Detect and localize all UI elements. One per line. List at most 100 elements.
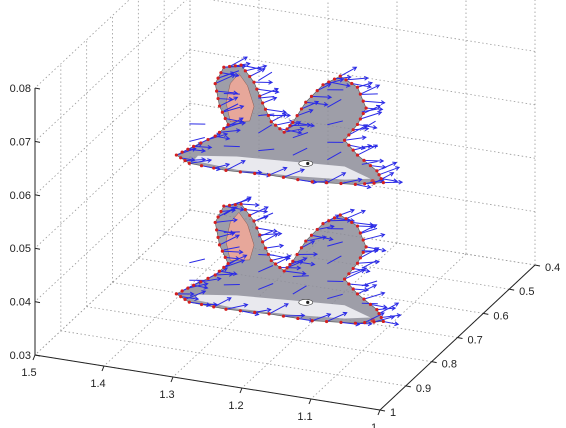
flow-vector bbox=[216, 90, 238, 94]
flow-vector bbox=[361, 250, 378, 252]
flow-vector-head bbox=[367, 321, 373, 327]
contour-point bbox=[372, 320, 376, 324]
flow-vector bbox=[216, 229, 234, 234]
flow-vector bbox=[345, 77, 368, 81]
x-tick-mark bbox=[170, 376, 174, 383]
contour-point bbox=[248, 74, 252, 79]
contour-point bbox=[377, 311, 381, 316]
contour-point bbox=[375, 308, 379, 312]
contour-point bbox=[216, 96, 220, 101]
flow-vector bbox=[381, 314, 401, 319]
flow-vector bbox=[240, 310, 259, 315]
contour-points bbox=[174, 202, 385, 325]
contour-point bbox=[324, 181, 329, 185]
flow-vector bbox=[357, 225, 375, 228]
flow-vector-head bbox=[378, 106, 384, 112]
contour-point bbox=[215, 228, 219, 232]
contour-point bbox=[379, 177, 383, 181]
flow-vector bbox=[258, 253, 275, 256]
contour-point bbox=[243, 208, 247, 212]
x-tick-mark bbox=[377, 409, 381, 416]
flow-vector bbox=[327, 293, 343, 300]
contour-point bbox=[295, 252, 299, 257]
contour-point bbox=[213, 273, 217, 277]
flow-vector bbox=[229, 198, 251, 206]
contour-point bbox=[217, 269, 222, 273]
flow-vector-head bbox=[232, 271, 238, 276]
contour-point bbox=[361, 250, 365, 254]
flow-vector bbox=[326, 172, 346, 184]
x-tick-mark bbox=[32, 354, 36, 361]
flow-vector-head bbox=[234, 72, 240, 78]
contour-point bbox=[261, 240, 265, 244]
flow-vector bbox=[217, 232, 235, 238]
flow-vector-head bbox=[254, 202, 260, 208]
contour-point bbox=[381, 181, 385, 185]
y-tick-label: 0.7 bbox=[468, 335, 483, 347]
contour-point bbox=[368, 302, 373, 307]
flow-vector bbox=[357, 82, 373, 88]
flow-vector bbox=[322, 214, 340, 225]
flow-vector-head bbox=[191, 147, 197, 152]
left-wall-grid-line-z bbox=[34, 209, 191, 356]
flow-vector-head bbox=[375, 84, 381, 89]
flow-vector-head bbox=[298, 260, 304, 265]
flow-vector-head bbox=[313, 251, 319, 257]
flow-vector-head bbox=[257, 66, 263, 71]
flow-vector bbox=[373, 316, 395, 323]
flow-vector-head bbox=[364, 75, 369, 81]
contour-point bbox=[227, 203, 232, 207]
contour-point bbox=[304, 100, 308, 104]
contour-point bbox=[267, 312, 271, 316]
flow-vector bbox=[376, 307, 396, 311]
contour-point bbox=[199, 280, 203, 284]
contour-point bbox=[179, 295, 183, 299]
contour-point bbox=[304, 239, 308, 243]
contour-point bbox=[186, 147, 190, 151]
y-tick-mark bbox=[431, 361, 437, 364]
contour-point bbox=[361, 111, 365, 116]
flow-vector-head bbox=[299, 168, 305, 173]
flow-vector-head bbox=[321, 235, 327, 240]
flow-vector bbox=[219, 234, 240, 246]
contour-point bbox=[342, 138, 347, 142]
flow-vector-head bbox=[254, 311, 260, 317]
contour-point bbox=[327, 219, 331, 223]
flow-vector bbox=[176, 148, 196, 156]
contour-point bbox=[282, 269, 286, 273]
contour-point bbox=[321, 83, 325, 87]
contour-point bbox=[222, 265, 226, 269]
flow-vector-head bbox=[360, 209, 366, 215]
flow-vector bbox=[222, 250, 243, 253]
flow-vector bbox=[223, 246, 240, 251]
flow-vector-head bbox=[296, 121, 302, 126]
flow-vector-head bbox=[266, 307, 272, 313]
contour-point bbox=[220, 110, 224, 114]
flow-vector bbox=[268, 303, 289, 315]
y-tick-mark bbox=[379, 409, 386, 412]
contour-point bbox=[295, 114, 299, 118]
left-wall-grid-line-z bbox=[34, 102, 191, 249]
contour-point bbox=[379, 315, 383, 320]
flow-vector-head bbox=[310, 240, 316, 245]
flow-vector-head bbox=[380, 100, 386, 105]
contour-point bbox=[344, 78, 348, 82]
flow-vector-head bbox=[216, 276, 222, 282]
contour-point bbox=[239, 202, 243, 206]
flow-vector-head bbox=[282, 166, 288, 172]
contour-point bbox=[291, 259, 295, 263]
contour-point bbox=[213, 220, 217, 225]
contour-point bbox=[183, 297, 187, 302]
flow-vector bbox=[355, 183, 371, 188]
contour-point bbox=[375, 169, 379, 173]
flow-vector-head bbox=[241, 63, 247, 69]
y-tick-mark bbox=[457, 337, 463, 339]
contour-point bbox=[372, 181, 376, 185]
flow-vector-head bbox=[262, 64, 268, 69]
x-tick-label: 1.5 bbox=[21, 367, 36, 379]
flow-vector-head bbox=[260, 68, 266, 73]
flow-vector bbox=[181, 280, 202, 292]
flow-vector-head bbox=[357, 177, 363, 183]
flow-vector bbox=[225, 160, 246, 171]
